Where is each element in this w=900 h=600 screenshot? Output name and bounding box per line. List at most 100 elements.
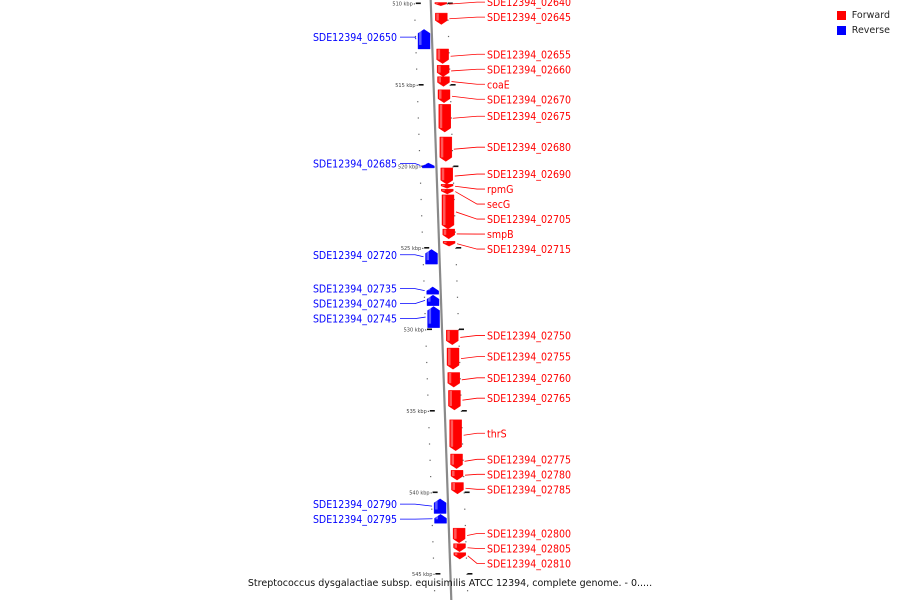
gene-highlight (423, 163, 426, 165)
gene-label[interactable]: SDE12394_02750 (487, 330, 571, 342)
gene-arrow[interactable] (440, 167, 453, 185)
gene-arrow[interactable] (451, 482, 464, 495)
gene-label[interactable]: SDE12394_02760 (487, 373, 571, 385)
gene-label[interactable]: SDE12394_02720 (313, 250, 397, 262)
gene-arrow[interactable] (436, 48, 449, 64)
gene-label[interactable]: SDE12394_02790 (313, 499, 397, 511)
gene-arrow[interactable] (450, 453, 463, 469)
gene-arrow[interactable] (447, 372, 460, 388)
gene-label[interactable]: SDE12394_02810 (487, 558, 571, 570)
gene-label[interactable]: smpB (487, 229, 514, 241)
label-leader-line (448, 1, 485, 5)
reverse-swatch (836, 26, 846, 35)
gene-arrow[interactable] (440, 184, 454, 189)
gene-arrow[interactable] (427, 306, 440, 328)
gene-label[interactable]: SDE12394_02780 (487, 469, 571, 481)
tick-label: 540 kbp (409, 490, 429, 496)
gene-label[interactable]: SDE12394_02755 (487, 352, 571, 364)
minor-tick-left (425, 329, 427, 331)
gene-label[interactable]: SDE12394_02655 (487, 49, 571, 61)
gene-highlight (435, 514, 439, 520)
gene-arrow[interactable] (441, 194, 455, 230)
gene-highlight (447, 330, 450, 341)
gene-arrow[interactable] (439, 136, 453, 162)
gene-label[interactable]: SDE12394_02670 (487, 94, 571, 106)
gene-label[interactable]: SDE12394_02685 (313, 158, 397, 170)
minor-tick-right (446, 3, 449, 5)
gene-label[interactable]: SDE12394_02705 (487, 214, 571, 226)
forward-swatch (836, 11, 846, 20)
minor-tick-left (423, 280, 425, 282)
minor-tick-left (423, 296, 426, 298)
gene-arrow[interactable] (438, 104, 451, 133)
minor-tick-right (458, 345, 460, 347)
gene-label[interactable]: SDE12394_02775 (487, 454, 571, 466)
tick-label: 525 kbp (401, 246, 421, 252)
minor-tick-left (432, 557, 435, 559)
gene-label[interactable]: SDE12394_02715 (487, 244, 571, 256)
gene-arrow[interactable] (437, 76, 450, 87)
minor-tick-right (464, 508, 466, 510)
minor-tick-left (428, 427, 430, 429)
gene-label[interactable]: secG (487, 199, 510, 211)
gene-label[interactable]: coaE (487, 79, 510, 91)
gene-label[interactable]: SDE12394_02805 (487, 543, 571, 555)
gene-arrow[interactable] (436, 65, 450, 77)
gene-arrow[interactable] (434, 514, 447, 524)
gene-label[interactable]: SDE12394_02765 (487, 393, 571, 405)
gene-arrow[interactable] (453, 552, 466, 560)
gene-arrow[interactable] (426, 294, 440, 306)
gene-arrow[interactable] (441, 188, 454, 195)
gene-label[interactable]: SDE12394_02800 (487, 528, 571, 540)
tick-label: 545 kbp (412, 572, 432, 578)
gene-label[interactable]: SDE12394_02675 (487, 111, 571, 123)
gene-highlight (454, 553, 458, 556)
gene-label[interactable]: rpmG (487, 184, 513, 196)
minor-tick-left (421, 231, 423, 233)
minor-tick-right (450, 101, 452, 103)
gene-label[interactable]: SDE12394_02645 (487, 12, 571, 24)
gene-label[interactable]: SDE12394_02745 (313, 314, 397, 326)
gene-label[interactable]: SDE12394_02650 (313, 32, 397, 44)
gene-arrow[interactable] (417, 29, 431, 50)
gene-highlight (439, 104, 443, 129)
minor-tick-right (451, 133, 453, 135)
gene-arrow[interactable] (435, 12, 448, 25)
tick-label: 510 kbp (392, 1, 412, 7)
gene-highlight (428, 295, 431, 302)
gene-label[interactable]: SDE12394_02680 (487, 142, 571, 154)
gene-label[interactable]: SDE12394_02660 (487, 64, 571, 76)
gene-arrow[interactable] (434, 2, 448, 6)
gene-label[interactable]: thrS (487, 428, 507, 440)
gene-arrow[interactable] (446, 347, 460, 370)
gene-label[interactable]: SDE12394_02740 (313, 299, 397, 311)
gene-arrow[interactable] (433, 498, 447, 514)
label-leader-line (452, 115, 485, 119)
minor-tick-left (417, 101, 419, 103)
minor-tick-left (413, 3, 416, 5)
gene-arrow[interactable] (450, 470, 464, 481)
gene-label[interactable]: SDE12394_02795 (313, 514, 397, 526)
gene-arrow[interactable] (422, 162, 435, 169)
label-leader-line (400, 299, 426, 304)
gene-arrow[interactable] (442, 241, 456, 247)
gene-arrow[interactable] (449, 419, 462, 451)
gene-arrow[interactable] (453, 543, 466, 553)
minor-tick-left (428, 443, 431, 445)
gene-arrow[interactable] (425, 249, 438, 265)
gene-label[interactable]: SDE12394_02690 (487, 169, 571, 181)
gene-highlight (442, 184, 445, 186)
gene-arrow[interactable] (446, 329, 459, 346)
gene-arrow[interactable] (452, 527, 466, 544)
gene-arrow[interactable] (437, 89, 451, 103)
minor-tick-right (456, 280, 458, 282)
gene-label[interactable]: SDE12394_02735 (313, 284, 397, 296)
gene-arrow[interactable] (448, 390, 461, 411)
minor-tick-left (426, 378, 428, 380)
gene-highlight (419, 29, 422, 45)
gene-arrow[interactable] (426, 286, 439, 295)
gene-label[interactable]: SDE12394_02785 (487, 484, 571, 496)
label-leader-line (400, 503, 433, 507)
gene-label[interactable]: SDE12394_02640 (487, 0, 571, 9)
gene-arrow[interactable] (442, 228, 455, 240)
